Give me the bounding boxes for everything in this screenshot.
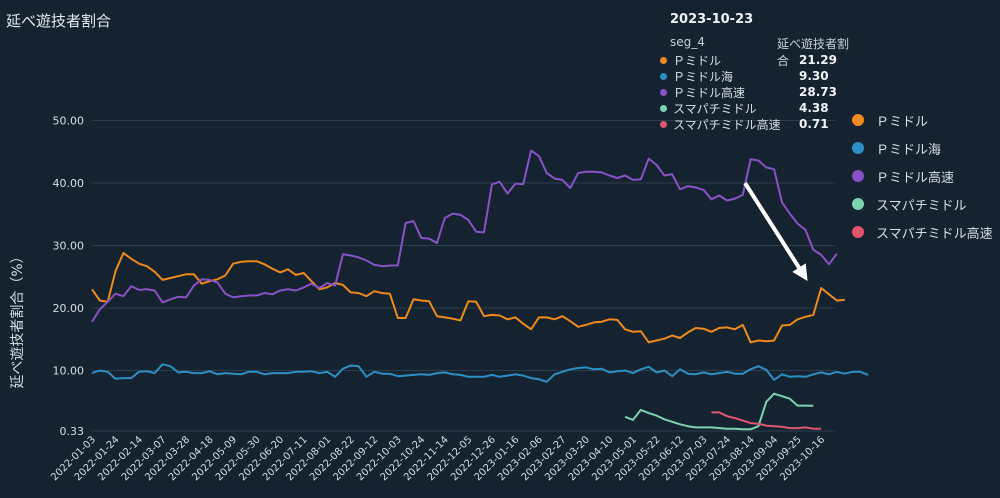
tooltip-series-name: Ｐミドル海 xyxy=(673,69,734,84)
y-tick-label: 10.00 xyxy=(53,365,85,378)
tooltip-col-series: seg_4 xyxy=(670,35,705,49)
series-line xyxy=(624,392,814,431)
legend-item[interactable]: Ｐミドル海 xyxy=(852,134,993,162)
legend-label: Ｐミドル高速 xyxy=(876,170,955,186)
y-tick-label: 20.00 xyxy=(53,302,85,315)
tooltip-value: 0.71 xyxy=(799,117,829,131)
tooltip-dot-icon xyxy=(660,88,667,96)
tooltip-dot-icon xyxy=(660,72,667,80)
tooltip-col-value: 延べ遊技者割合 xyxy=(776,37,849,68)
y-axis-label: 延べ遊技者割合（%） xyxy=(9,249,26,388)
tooltip-value: 9.30 xyxy=(799,69,829,83)
legend-item[interactable]: スマパチミドル高速 xyxy=(852,218,993,246)
legend-item[interactable]: Ｐミドル高速 xyxy=(852,162,993,190)
legend-dot-icon xyxy=(852,198,864,210)
tooltip-dot-icon xyxy=(660,104,667,112)
y-tick-label: 50.00 xyxy=(53,115,85,128)
legend-label: Ｐミドル xyxy=(876,114,929,130)
y-tick-label: 30.00 xyxy=(53,240,85,253)
tooltip-row: スマパチミドル高速 0.71 xyxy=(660,116,850,132)
chart-title: 延べ遊技者割合 xyxy=(6,12,112,30)
tooltip-row: スマパチミドル 4.38 xyxy=(660,100,850,116)
hover-tooltip: 2023-10-23 seg_4 延べ遊技者割合 Ｐミドル 21.29 Ｐミドル海 9… xyxy=(660,12,850,132)
legend-dot-icon xyxy=(852,226,864,238)
y-tick-label: 40.00 xyxy=(53,177,85,190)
tooltip-value: 28.73 xyxy=(799,85,837,99)
annotation-arrow xyxy=(743,181,808,282)
tooltip-header: seg_4 延べ遊技者割合 xyxy=(670,35,850,68)
tooltip-value: 4.38 xyxy=(799,101,829,115)
legend-dot-icon xyxy=(852,142,864,154)
legend-item[interactable]: スマパチミドル xyxy=(852,190,993,218)
tooltip-rows: Ｐミドル 21.29 Ｐミドル海 9.30 Ｐミドル高速 28.73 スマパチミドル 4.38… xyxy=(660,52,850,132)
tooltip-row: Ｐミドル高速 28.73 xyxy=(660,84,850,100)
series-line xyxy=(91,149,838,323)
legend-dot-icon xyxy=(852,170,864,182)
legend-label: スマパチミドル高速 xyxy=(876,226,993,242)
legend-label: スマパチミドル xyxy=(876,198,967,214)
y-tick-label: 0.33 xyxy=(60,425,85,438)
series-line xyxy=(91,363,869,383)
legend-item[interactable]: Ｐミドル xyxy=(852,106,993,134)
tooltip-series-name: スマパチミドル高速 xyxy=(673,117,781,132)
legend-dot-icon xyxy=(852,114,864,126)
tooltip-value: 21.29 xyxy=(799,53,837,67)
legend-label: Ｐミドル海 xyxy=(876,142,942,158)
legend: Ｐミドル Ｐミドル海 Ｐミドル高速 スマパチミドルスマパチミドル高速 xyxy=(852,106,993,246)
tooltip-dot-icon xyxy=(660,56,667,64)
tooltip-row: Ｐミドル海 9.30 xyxy=(660,68,850,84)
tooltip-row: Ｐミドル 21.29 xyxy=(660,52,850,68)
tooltip-date: 2023-10-23 xyxy=(670,12,754,27)
tooltip-series-name: Ｐミドル xyxy=(673,53,722,68)
tooltip-dot-icon xyxy=(660,120,667,128)
series-line xyxy=(711,411,822,430)
tooltip-series-name: Ｐミドル高速 xyxy=(673,85,746,100)
tooltip-series-name: スマパチミドル xyxy=(673,101,757,116)
series-line xyxy=(91,252,845,344)
